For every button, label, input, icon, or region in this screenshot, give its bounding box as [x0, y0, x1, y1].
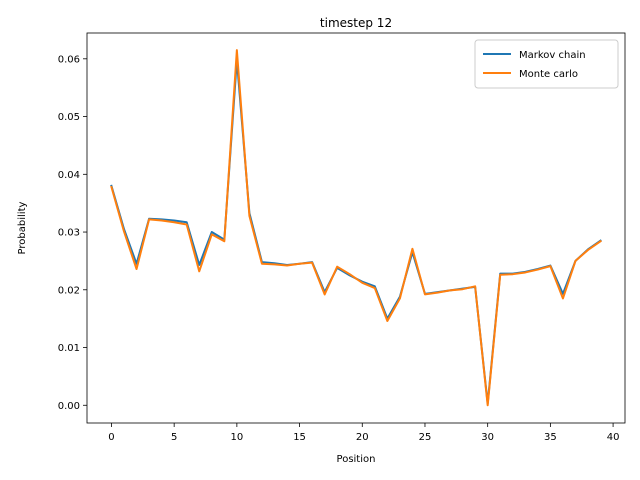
- x-tick-label: 40: [607, 432, 620, 443]
- y-axis-ticks: 0.00 0.01 0.02 0.03 0.04 0.05 0.06: [58, 54, 87, 412]
- x-tick-label: 15: [293, 432, 306, 443]
- series-lines: [110, 49, 602, 407]
- y-tick-label: 0.02: [58, 285, 80, 296]
- x-tick-label: 35: [544, 432, 557, 443]
- x-axis-ticks: 0 5 10 15 20 25 30 35 40: [108, 423, 619, 443]
- plot-area-frame: [86, 32, 626, 424]
- x-tick-label: 25: [419, 432, 432, 443]
- y-tick-label: 0.00: [58, 401, 80, 412]
- y-tick-label: 0.03: [58, 228, 80, 239]
- series-line-markov-chain: [110, 58, 602, 405]
- y-tick-label: 0.01: [58, 343, 80, 354]
- chart-title: timestep 12: [320, 16, 392, 30]
- x-axis-label: Position: [337, 454, 376, 465]
- y-tick-label: 0.06: [58, 54, 80, 65]
- legend-label: Markov chain: [519, 50, 586, 61]
- legend-box: [474, 39, 619, 89]
- series-line-monte-carlo: [110, 49, 602, 407]
- x-tick-label: 20: [356, 432, 369, 443]
- legend: Markov chain Monte carlo: [474, 39, 619, 89]
- legend-label: Monte carlo: [519, 69, 578, 80]
- y-tick-label: 0.05: [58, 112, 80, 123]
- y-tick-label: 0.04: [58, 170, 80, 181]
- x-tick-label: 5: [171, 432, 177, 443]
- x-tick-label: 30: [481, 432, 494, 443]
- x-tick-label: 10: [230, 432, 243, 443]
- y-axis-label: Probability: [17, 201, 28, 254]
- x-tick-label: 0: [108, 432, 114, 443]
